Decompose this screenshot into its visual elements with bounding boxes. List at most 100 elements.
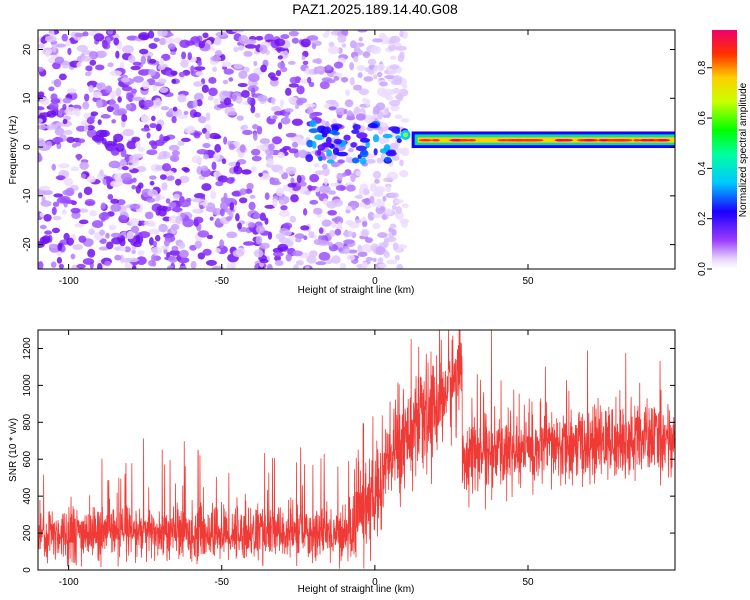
spectrogram-cell [237,222,242,230]
spectrogram-cell [147,189,159,197]
spectrogram-cell [84,198,96,207]
spectrogram-cell [38,153,42,162]
spectrogram-cell [228,143,236,151]
spectrogram-cell [305,67,311,76]
spectrogram-cell [197,252,206,260]
spectrogram-cell [178,71,186,78]
spectrogram-cell [300,225,310,231]
spectrogram-cell [389,64,400,70]
spectrogram-cell [284,112,290,118]
spectrogram-cell [194,66,206,71]
spectrogram-cell [65,39,71,47]
spectrogram-cell [70,207,81,214]
spectrogram-cell [76,153,81,161]
spectrogram-cell [101,40,109,49]
spectrogram-cell [347,249,358,254]
spectrogram-cell [390,55,397,60]
colorbar: 0.0 0.2 0.4 0.6 0.8 Normalized spectral ampl… [697,30,749,276]
spectrogram-cell [54,56,65,64]
spectrogram-cell [114,254,122,261]
spectrogram-cell [280,117,291,125]
spectrogram-cell [112,110,125,116]
x-tick-label: -50 [215,276,230,287]
spectrogram-cell [219,239,225,249]
spectrogram-cell [357,72,363,79]
spectrogram-cell [110,232,122,238]
spectrogram-cell [394,254,400,261]
spectrogram-cell [253,132,258,141]
spectrogram-cell [88,85,94,93]
spectrogram-cell [62,118,68,125]
spectrogram-cell [387,44,397,51]
spectrogram-cell [78,235,87,243]
spectrogram-cell [148,237,154,246]
spectrogram-cell [223,97,232,106]
spectrogram-cell [98,212,110,221]
spectrogram-cell [214,50,223,57]
spectrogram-cell [178,241,186,249]
spectrogram-cell [130,65,141,71]
spectrogram-cell [294,104,300,110]
spectrogram-cell [353,55,359,63]
spectrogram-cell [160,106,170,111]
spectrogram-cell [389,223,397,229]
spectrogram-cell [38,43,45,49]
y-tick-label: 0 [22,567,33,573]
y-tick-label: 400 [22,487,33,504]
spectrogram-cell [156,30,168,37]
spectrogram-cell [110,70,122,77]
spectrogram-cell [233,63,243,69]
signal-peak-cell [449,139,462,142]
signal-peak-cell [467,139,477,142]
spectrogram-cell [51,227,60,234]
spectrogram-cell [285,132,297,138]
spectrogram-cell [280,34,290,40]
spectrogram-cell [205,202,216,211]
spectrogram-cell [177,140,185,146]
spectrogram-cell [97,119,102,126]
spectrogram-cell [63,177,74,187]
spectrogram-cell [220,201,229,211]
spectrogram-cell [146,149,158,156]
spectrogram-cell [127,257,139,263]
spectrogram-cell [165,198,171,204]
spectrogram-cell [259,212,266,222]
spectrogram-cell [376,87,388,97]
spectrogram-cell [92,91,103,99]
spectrogram-cell [82,101,90,110]
spectrogram-cell [311,43,317,50]
spectrogram-cell [295,260,304,266]
spectrogram-cell [38,66,45,72]
spectrogram-cell [396,138,402,144]
spectrogram-cell [198,115,207,124]
spectrogram-cell [337,221,342,230]
spectrogram-cell [379,36,390,45]
y-tick-label: 10 [22,92,33,104]
spectrogram-cell [203,154,209,160]
signal-peak-cell [611,139,625,142]
colorbar-gradient [712,30,737,269]
colorbar-ticks: 0.0 0.2 0.4 0.6 0.8 [697,60,712,276]
spectrogram-cell [340,76,349,83]
spectrogram-cell [313,163,320,168]
spectrogram-cell [242,241,255,246]
spectrogram-cell [57,163,70,169]
spectrogram-cell [152,240,157,247]
spectrogram-cell [191,197,203,203]
spectrogram-cell [131,88,137,94]
signal-peak-cell [431,139,440,142]
spectrogram-cell [388,99,401,107]
spectrogram-cell [306,255,317,264]
spectrogram-cell [385,95,394,101]
spectrogram-cell [335,107,347,116]
spectrogram-cell [57,242,63,252]
spectrogram-cell [62,103,67,111]
snr-series-line [38,330,675,569]
spectrogram-cell [120,77,130,83]
spectrogram-cell [315,187,320,193]
spectrogram-cell [101,138,107,145]
spectrogram-cell [38,118,43,124]
spectrogram-cell [383,144,391,152]
spectrogram-cell [396,93,404,102]
spectrogram-cell [206,234,213,240]
